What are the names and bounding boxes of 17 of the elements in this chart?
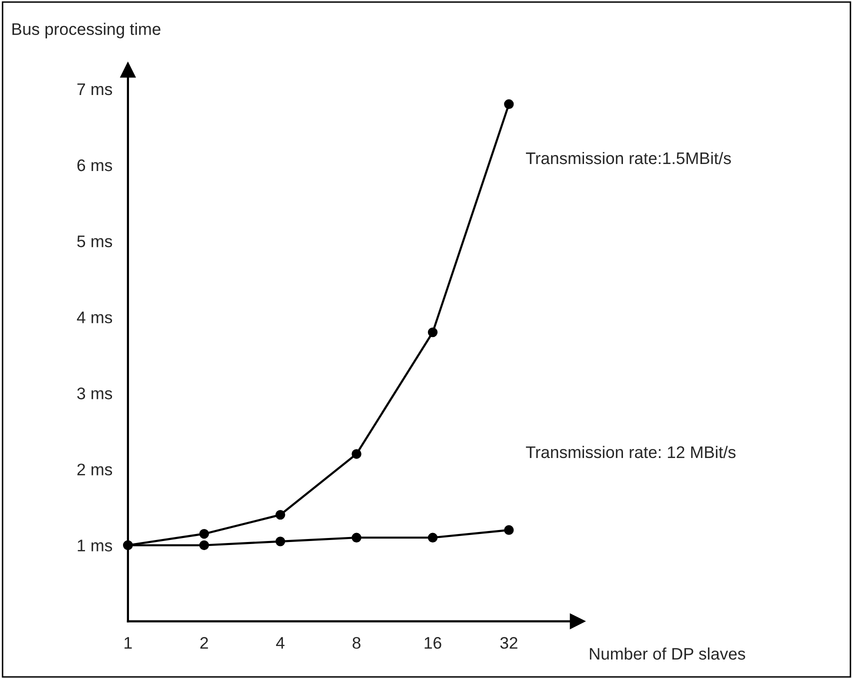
y-tick-label: 6 ms	[77, 159, 112, 172]
y-tick-label: 2 ms	[77, 464, 112, 476]
text: Transmission rate: 12 MBit/s	[526, 446, 736, 458]
y-tick-label: 5 ms	[77, 236, 112, 248]
series-label: Transmission rate:1.5MBit/s	[526, 152, 731, 164]
y-axis-title: Bus processing time	[12, 22, 160, 38]
x-tick-label: 32	[500, 637, 518, 649]
x-tick-label: 8	[352, 637, 360, 649]
x-tick-label: 4	[276, 637, 284, 649]
x-tick-label: 16	[424, 637, 442, 649]
y-tick-label: 3 ms	[77, 388, 112, 400]
y-tick-label: 1 ms	[78, 540, 112, 552]
y-tick-label: 4 ms	[76, 312, 112, 324]
x-tick-label: 1	[124, 637, 132, 649]
x-tick-label: 2	[200, 637, 208, 649]
x-axis-title: Number of DP slaves	[590, 647, 746, 660]
y-tick-label: 7 ms	[77, 84, 112, 96]
